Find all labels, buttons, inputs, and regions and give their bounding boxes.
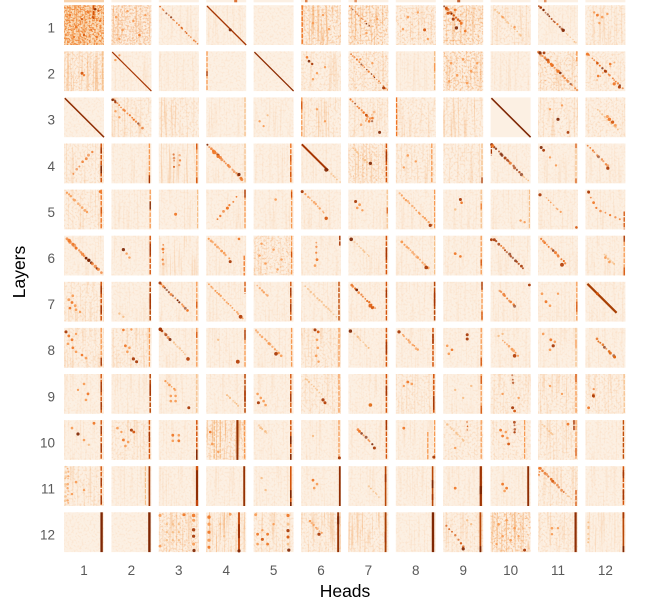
svg-text:11: 11 [41,482,55,497]
svg-text:1: 1 [80,563,88,578]
svg-text:4: 4 [222,563,230,578]
svg-text:6: 6 [317,563,325,578]
svg-text:10: 10 [40,435,55,450]
svg-text:9: 9 [459,563,467,578]
svg-text:10: 10 [503,563,518,578]
svg-text:12: 12 [40,528,55,543]
svg-text:8: 8 [412,563,420,578]
svg-text:5: 5 [270,563,278,578]
svg-text:12: 12 [598,563,613,578]
svg-text:9: 9 [47,389,55,404]
svg-text:Layers: Layers [9,245,29,298]
svg-text:7: 7 [365,563,373,578]
svg-text:5: 5 [47,205,55,220]
svg-text:4: 4 [47,159,55,174]
svg-text:3: 3 [175,563,183,578]
svg-text:8: 8 [47,343,55,358]
svg-text:1: 1 [47,21,55,36]
svg-text:7: 7 [47,297,55,312]
svg-text:Heads: Heads [320,581,371,601]
svg-text:3: 3 [47,113,55,128]
svg-text:11: 11 [551,563,565,578]
svg-text:2: 2 [47,67,55,82]
svg-text:6: 6 [47,251,55,266]
svg-text:2: 2 [128,563,136,578]
